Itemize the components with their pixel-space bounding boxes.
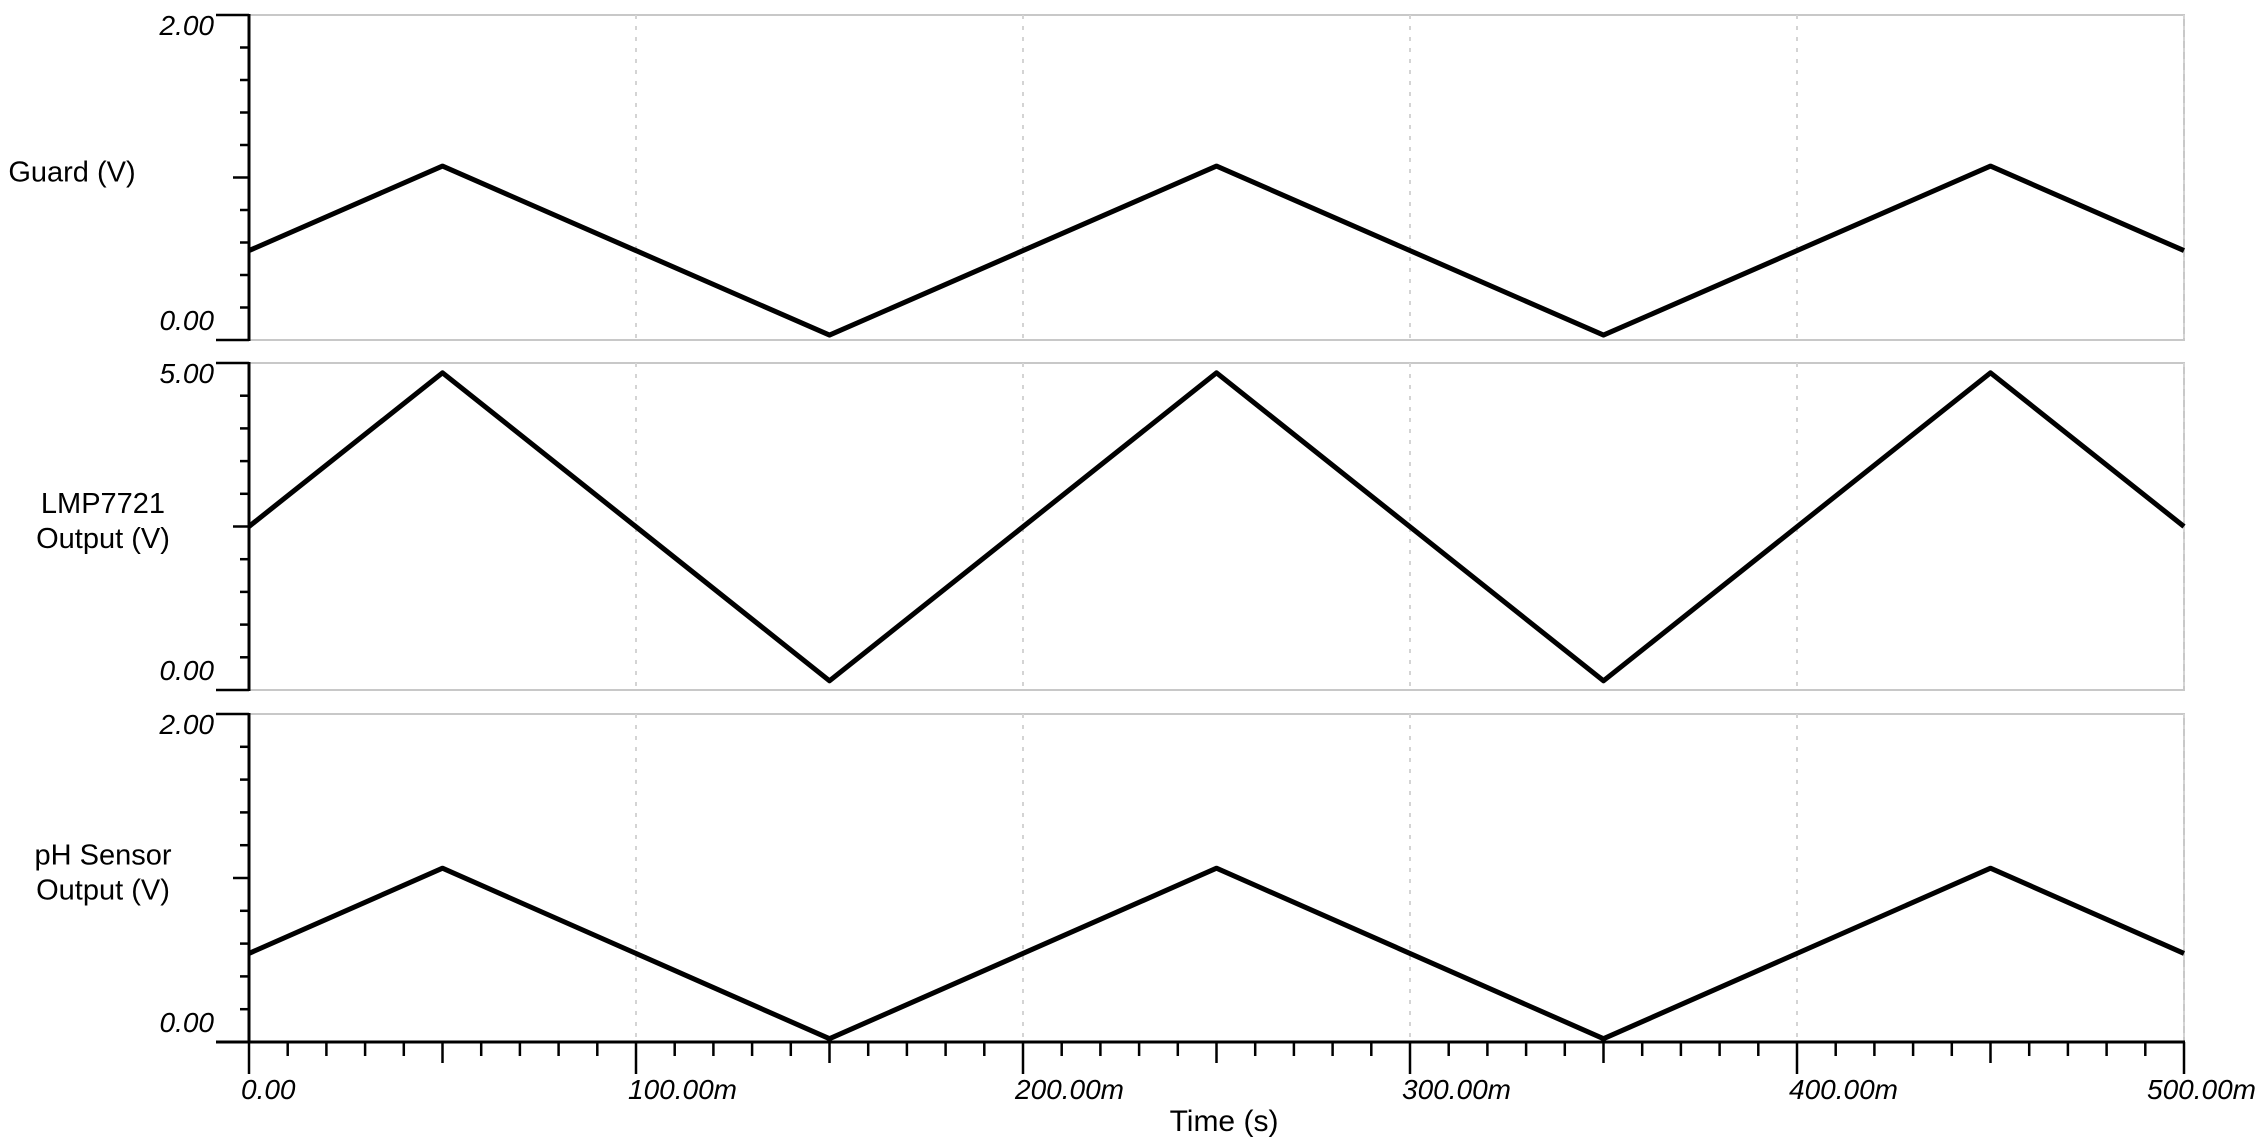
panel-label-line: Output (V)	[36, 875, 170, 907]
x-tick-label: 200.00m	[1014, 1074, 1124, 1105]
panel-label-line: Output (V)	[36, 523, 170, 555]
y-axis-min-label: 0.00	[160, 305, 215, 336]
waveform-trace	[247, 865, 2186, 1042]
x-tick-label: 300.00m	[1402, 1074, 1511, 1105]
panel-label-line: LMP7721	[41, 488, 165, 520]
panel-label-line: pH Sensor	[34, 840, 171, 872]
x-tick-label: 0.00	[241, 1074, 296, 1105]
panel-label-line: Guard (V)	[8, 157, 135, 189]
y-axis-max-label: 2.00	[159, 709, 215, 740]
waveform-trace	[247, 163, 2186, 338]
panel-guard-v: 2.00 0.00 Guard (V)	[8, 10, 2186, 342]
y-axis-max-label: 2.00	[159, 10, 215, 41]
x-tick-label: 500.00m	[2147, 1074, 2256, 1105]
y-axis-min-label: 0.00	[160, 655, 215, 686]
time-axis: 0.00 100.00m 200.00m 300.00m 400.00m 500.00m T…	[216, 1040, 2256, 1138]
waveform-trace	[247, 370, 2186, 684]
y-axis-min-label: 0.00	[160, 1007, 215, 1038]
x-tick-label: 100.00m	[628, 1074, 737, 1105]
y-axis-max-label: 5.00	[160, 358, 215, 389]
x-axis-title: Time (s)	[1170, 1105, 1279, 1138]
x-tick-label: 400.00m	[1789, 1074, 1898, 1105]
